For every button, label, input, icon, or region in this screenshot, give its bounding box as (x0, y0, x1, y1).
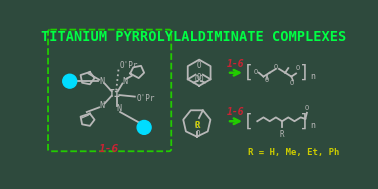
Text: 1-6: 1-6 (99, 144, 119, 154)
Text: R = H, Me, Et, Ph: R = H, Me, Et, Ph (248, 148, 339, 157)
Text: ]: ] (299, 64, 310, 82)
Text: O: O (199, 75, 203, 84)
Text: O: O (195, 122, 199, 130)
Text: O: O (296, 65, 300, 71)
Text: O: O (274, 64, 278, 70)
Text: O: O (197, 61, 201, 70)
Text: O: O (197, 73, 201, 82)
Circle shape (137, 120, 151, 134)
Text: ]: ] (299, 112, 310, 130)
Text: N: N (122, 77, 127, 86)
Text: n: n (310, 121, 315, 130)
Text: O: O (195, 75, 200, 84)
Text: O: O (265, 77, 269, 83)
Text: TITANIUM PYRROLYLALDIMINATE COMPLEXES: TITANIUM PYRROLYLALDIMINATE COMPLEXES (41, 30, 346, 44)
Text: N: N (99, 101, 104, 110)
Text: [: [ (243, 112, 254, 130)
Text: O: O (195, 129, 200, 139)
Text: R: R (142, 123, 147, 132)
Text: O'Pr: O'Pr (136, 94, 155, 103)
Text: N: N (99, 77, 104, 86)
Circle shape (63, 74, 77, 88)
Text: N: N (116, 104, 121, 113)
Text: Ti: Ti (109, 88, 121, 98)
Text: 1-6: 1-6 (227, 59, 245, 69)
Text: O: O (305, 105, 309, 111)
Text: R: R (195, 121, 200, 130)
Text: 1-6: 1-6 (227, 107, 245, 117)
Text: R: R (280, 130, 284, 139)
Text: [: [ (243, 64, 254, 82)
Text: n: n (310, 72, 315, 81)
Text: R: R (67, 77, 72, 86)
Text: O: O (289, 80, 293, 86)
Text: O'Pr: O'Pr (120, 61, 139, 70)
Text: O: O (254, 69, 258, 75)
